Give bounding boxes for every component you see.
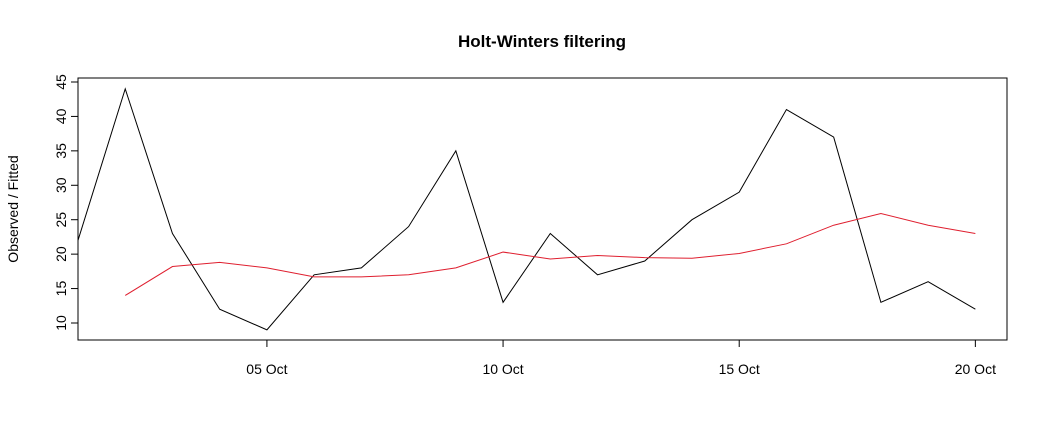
chart-title: Holt-Winters filtering [458,32,626,51]
y-tick-label: 45 [53,74,69,90]
y-tick-label: 10 [53,315,69,331]
series-line [78,87,976,331]
x-tick-label: 20 Oct [955,361,996,377]
plot-box [77,77,1008,341]
x-tick-label: 05 Oct [246,361,287,377]
y-tick-label: 15 [53,281,69,297]
x-tick-label: 15 Oct [719,361,760,377]
y-tick-label: 35 [53,143,69,159]
y-tick-label: 40 [53,108,69,124]
series-line [124,212,976,296]
y-axis-label: Observed / Fitted [5,155,21,262]
x-tick-label: 10 Oct [482,361,523,377]
y-tick-label: 30 [53,177,69,193]
y-tick-label: 20 [53,246,69,262]
y-tick-label: 25 [53,212,69,228]
